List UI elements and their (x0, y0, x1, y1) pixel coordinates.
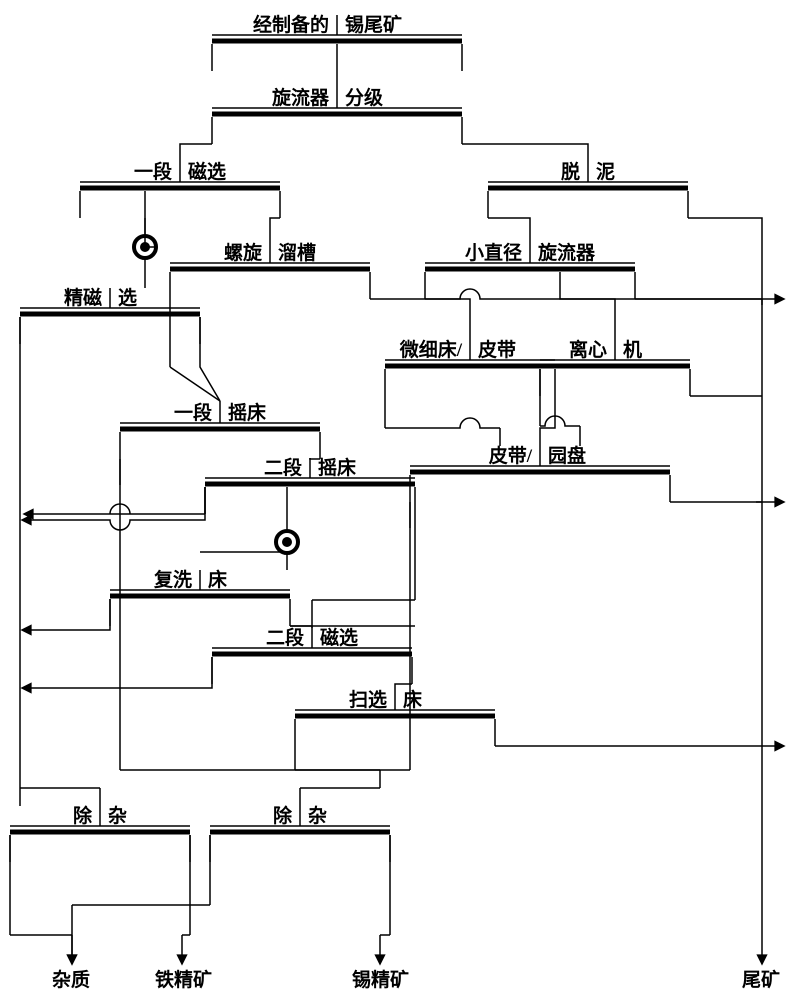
svg-text:复洗: 复洗 (153, 568, 192, 591)
svg-text:皮带/: 皮带/ (489, 444, 533, 467)
svg-text:溜槽: 溜槽 (278, 241, 316, 264)
svg-text:园盘: 园盘 (548, 444, 586, 467)
svg-text:螺旋: 螺旋 (224, 241, 263, 264)
svg-text:床: 床 (403, 688, 422, 711)
svg-text:锡尾矿: 锡尾矿 (345, 13, 402, 36)
svg-text:杂: 杂 (108, 805, 127, 827)
svg-text:皮带: 皮带 (478, 338, 516, 361)
svg-text:除: 除 (273, 804, 293, 827)
svg-text:扫选: 扫选 (349, 688, 387, 711)
svg-text:杂: 杂 (308, 805, 327, 827)
svg-text:机: 机 (623, 339, 642, 361)
svg-text:二段: 二段 (264, 456, 303, 479)
svg-text:经制备的: 经制备的 (253, 13, 329, 36)
svg-text:脱: 脱 (561, 160, 580, 183)
svg-text:精磁: 精磁 (64, 286, 102, 309)
svg-text:小直径: 小直径 (465, 241, 522, 264)
svg-text:一段: 一段 (134, 160, 173, 183)
svg-text:旋流器: 旋流器 (537, 241, 596, 264)
svg-text:磁选: 磁选 (188, 160, 226, 183)
svg-text:微细床/: 微细床/ (399, 338, 463, 361)
svg-text:一段: 一段 (174, 401, 213, 424)
svg-text:除: 除 (73, 804, 93, 827)
svg-text:旋流器: 旋流器 (271, 86, 330, 109)
svg-text:选: 选 (118, 287, 137, 309)
svg-text:床: 床 (208, 568, 227, 591)
svg-text:二段: 二段 (266, 626, 305, 649)
output-tail: 尾矿 (742, 968, 780, 991)
svg-text:磁选: 磁选 (320, 626, 358, 649)
svg-text:泥: 泥 (596, 161, 615, 183)
output-sn: 锡精矿 (352, 968, 409, 991)
svg-text:分级: 分级 (345, 86, 383, 109)
output-fe: 铁精矿 (155, 968, 212, 991)
svg-text:摇床: 摇床 (228, 401, 266, 424)
svg-text:摇床: 摇床 (318, 456, 356, 479)
output-impurity: 杂质 (52, 969, 90, 991)
svg-text:离心: 离心 (569, 338, 607, 361)
